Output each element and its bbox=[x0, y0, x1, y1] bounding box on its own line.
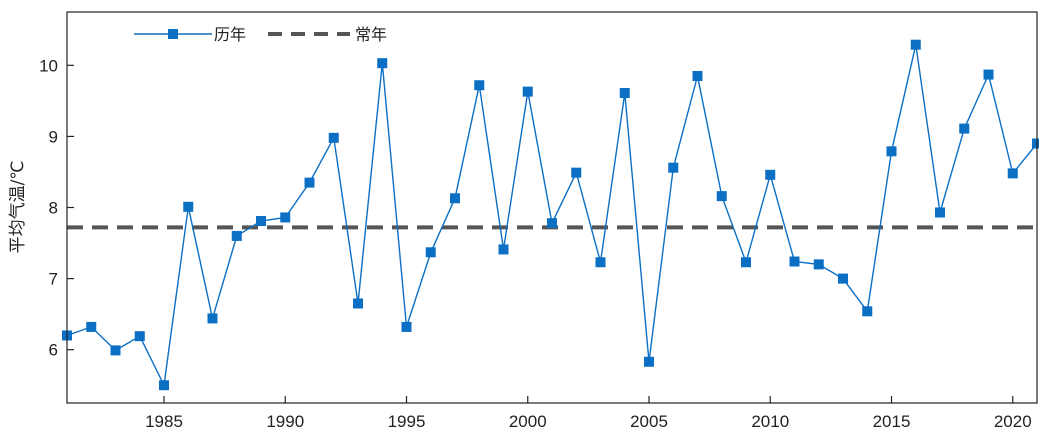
data-point-marker bbox=[304, 177, 315, 188]
plot-frame bbox=[66, 11, 1038, 404]
x-tick-label: 2000 bbox=[509, 412, 547, 431]
data-point-marker bbox=[256, 216, 266, 227]
data-point-marker bbox=[644, 356, 654, 367]
x-tick-label: 1995 bbox=[388, 412, 426, 431]
data-point-marker bbox=[692, 70, 703, 81]
data-point-marker bbox=[353, 298, 363, 309]
legend-normal-label: 常年 bbox=[355, 25, 387, 44]
data-point-marker bbox=[789, 256, 800, 267]
data-point-marker bbox=[862, 306, 873, 317]
data-point-marker bbox=[134, 331, 145, 342]
data-point-marker bbox=[110, 345, 121, 356]
data-point-marker bbox=[547, 218, 557, 229]
legend: 历年 常年 bbox=[134, 25, 387, 44]
data-point-marker bbox=[813, 259, 824, 270]
data-point-marker bbox=[207, 313, 218, 324]
data-point-marker bbox=[183, 201, 194, 212]
data-point-marker bbox=[959, 123, 970, 134]
data-point-marker bbox=[328, 132, 339, 143]
y-tick-label: 8 bbox=[49, 199, 58, 218]
data-point-marker bbox=[571, 167, 582, 178]
data-point-marker bbox=[401, 321, 412, 332]
x-tick-label: 2020 bbox=[994, 412, 1032, 431]
data-point-marker bbox=[86, 321, 97, 332]
data-point-marker bbox=[159, 380, 169, 391]
data-point-marker bbox=[450, 193, 460, 204]
x-tick-label: 2010 bbox=[751, 412, 789, 431]
y-axis-title: 平均气温/℃ bbox=[8, 161, 28, 254]
y-tick-label: 6 bbox=[49, 341, 58, 360]
data-point-marker bbox=[716, 191, 727, 202]
data-point-marker bbox=[838, 273, 848, 284]
data-point-marker bbox=[377, 58, 388, 69]
data-point-marker bbox=[886, 146, 897, 157]
data-point-marker bbox=[280, 212, 291, 223]
data-point-marker bbox=[741, 257, 751, 268]
data-point-marker bbox=[425, 247, 436, 258]
data-point-marker bbox=[498, 244, 509, 255]
data-point-marker bbox=[765, 169, 776, 180]
data-point-marker bbox=[935, 207, 945, 218]
series-line bbox=[66, 44, 1038, 388]
data-point-marker bbox=[1032, 138, 1039, 149]
legend-series-label: 历年 bbox=[214, 25, 246, 44]
legend-series-marker bbox=[168, 29, 178, 39]
y-tick-label: 9 bbox=[49, 127, 58, 146]
axes: 6 7 8 9 10 1985 1990 1995 2000 2005 2010 2015 2020 bbox=[39, 56, 1032, 431]
y-tick-label: 7 bbox=[49, 270, 58, 289]
x-tick-label: 1990 bbox=[266, 412, 304, 431]
data-point-marker bbox=[983, 69, 994, 80]
data-point-marker bbox=[668, 162, 679, 173]
data-point-marker bbox=[910, 39, 921, 50]
data-point-marker bbox=[231, 230, 242, 241]
x-tick-label: 2015 bbox=[873, 412, 911, 431]
data-point-marker bbox=[474, 80, 485, 91]
x-tick-label: 2005 bbox=[630, 412, 668, 431]
data-point-marker bbox=[1007, 168, 1018, 179]
y-tick-label: 10 bbox=[39, 56, 58, 75]
series-layer bbox=[62, 39, 1039, 391]
data-point-marker bbox=[619, 88, 630, 99]
data-point-marker bbox=[595, 257, 606, 268]
data-point-marker bbox=[522, 86, 533, 97]
x-tick-label: 1985 bbox=[145, 412, 183, 431]
